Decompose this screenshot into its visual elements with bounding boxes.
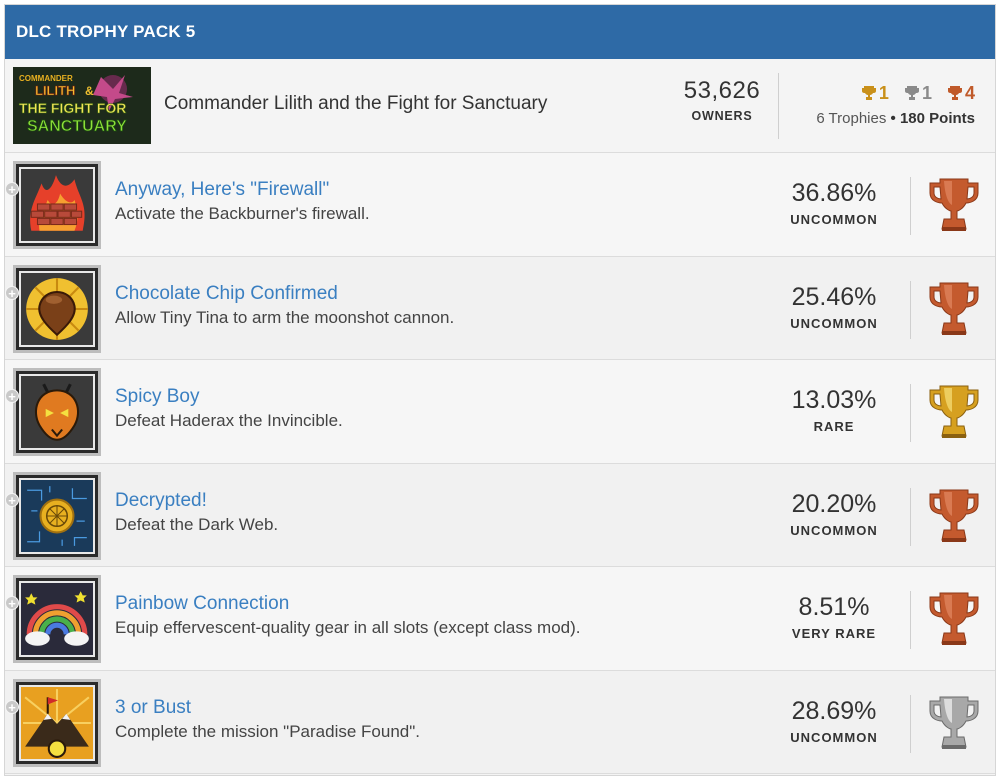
trophy-rarity-label: UNCOMMON xyxy=(790,212,878,227)
trophy-icon-frame[interactable] xyxy=(13,678,101,767)
trophy-rarity: 20.20% UNCOMMON xyxy=(775,490,893,538)
expand-plus-icon[interactable]: + xyxy=(5,182,19,197)
trophy-name[interactable]: Painbow Connection xyxy=(115,593,290,614)
trophy-rarity-label: UNCOMMON xyxy=(790,729,878,745)
dlc-art-line3: & xyxy=(85,84,94,98)
trophy-description: Complete the mission "Paradise Found". xyxy=(115,721,420,741)
dlc-trophy-panel: DLC TROPHY PACK 5 COMMANDER LILITH & THE… xyxy=(4,4,996,776)
gold-count: 1 xyxy=(878,83,889,103)
trophy-icon-frame[interactable] xyxy=(13,161,101,249)
trophy-name[interactable]: Decrypted! xyxy=(115,489,207,511)
trophy-name[interactable]: 3 or Bust xyxy=(115,696,192,718)
mountain-flag-icon xyxy=(21,686,93,759)
divider xyxy=(910,384,911,442)
trophy-name[interactable]: Chocolate Chip Confirmed xyxy=(115,282,338,304)
bronze-trophy-icon xyxy=(929,282,979,335)
section-header: DLC TROPHY PACK 5 xyxy=(5,5,995,59)
dlc-title: Commander Lilith and the Fight for Sanct… xyxy=(164,93,548,114)
trophy-name[interactable]: Anyway, Here's "Firewall" xyxy=(115,179,330,200)
dlc-art-line1: COMMANDER xyxy=(19,74,73,83)
silver-count: 1 xyxy=(921,83,932,103)
trophy-percent: 20.20% xyxy=(791,489,877,518)
gold-trophy-icon xyxy=(929,385,979,438)
dlc-art-line5: SANCTUARY xyxy=(27,118,127,135)
expand-plus-icon[interactable]: + xyxy=(5,596,19,611)
trophy-row[interactable]: + Decrypted! Defeat the Dark Web. 20.20%… xyxy=(5,463,995,567)
silver-trophy-icon xyxy=(929,696,979,749)
trophy-row[interactable]: + Spicy Boy Defeat Haderax the Invincibl… xyxy=(5,360,995,464)
trophy-counts: 1 1 4 6 Trophies • 180 Points xyxy=(785,83,985,127)
expand-plus-icon[interactable]: + xyxy=(5,699,19,714)
divider xyxy=(910,280,911,339)
dark-web-coin-icon xyxy=(21,479,93,552)
bronze-trophy-icon xyxy=(929,489,979,542)
trophy-icon-frame[interactable] xyxy=(13,368,101,456)
dlc-cover-art[interactable]: COMMANDER LILITH & THE FIGHT FOR SANCTUA… xyxy=(13,67,151,144)
dlc-art-line4: THE FIGHT FOR xyxy=(19,100,126,116)
divider xyxy=(910,591,911,649)
trophy-description: Defeat the Dark Web. xyxy=(115,514,279,534)
trophy-rarity: 25.46% UNCOMMON xyxy=(775,283,893,331)
trophy-percent: 13.03% xyxy=(791,386,877,414)
trophy-rarity-label: VERY RARE xyxy=(791,626,877,641)
rainbow-icon xyxy=(21,583,93,655)
trophy-percent: 8.51% xyxy=(798,593,870,621)
gold-trophy-icon xyxy=(861,86,876,100)
bronze-count: 4 xyxy=(964,83,975,103)
trophy-rarity-label: UNCOMMON xyxy=(790,522,878,538)
bronze-trophy-icon xyxy=(929,178,979,231)
trophy-icon-frame[interactable] xyxy=(13,471,101,560)
expand-plus-icon[interactable]: + xyxy=(5,285,19,300)
bronze-trophy-icon xyxy=(929,592,979,645)
trophy-description: Defeat Haderax the Invincible. xyxy=(115,411,343,430)
divider xyxy=(910,177,911,235)
trophy-row[interactable]: + Anyway, Here's "Firewall" Activate the… xyxy=(5,153,995,257)
expand-plus-icon[interactable]: + xyxy=(5,492,19,507)
silver-trophy-icon xyxy=(904,86,919,100)
trophy-rarity: 13.03% RARE xyxy=(775,386,893,434)
trophy-row[interactable]: + Painbow Connection Equip effervescent-… xyxy=(5,567,995,671)
divider xyxy=(778,73,779,139)
expand-plus-icon[interactable]: + xyxy=(5,389,19,404)
trophy-rarity: 8.51% VERY RARE xyxy=(775,593,893,641)
trophy-description: Equip effervescent-quality gear in all s… xyxy=(115,618,581,637)
trophy-percent: 36.86% xyxy=(791,179,877,207)
firewall-icon xyxy=(21,169,93,241)
trophy-rarity-label: RARE xyxy=(813,419,855,434)
trophy-description: Activate the Backburner's firewall. xyxy=(115,204,370,223)
owners-count: 53,626 xyxy=(683,77,761,104)
trophy-name[interactable]: Spicy Boy xyxy=(115,386,200,407)
trophy-icon-frame[interactable] xyxy=(13,264,101,353)
trophy-icon-frame[interactable] xyxy=(13,575,101,663)
divider xyxy=(910,487,911,546)
ant-head-icon xyxy=(21,376,93,448)
trophy-rarity-label: UNCOMMON xyxy=(790,315,878,331)
dlc-summary: COMMANDER LILITH & THE FIGHT FOR SANCTUA… xyxy=(5,59,995,153)
trophy-rarity: 28.69% UNCOMMON xyxy=(775,697,893,745)
chocolate-chip-icon xyxy=(21,272,93,345)
trophy-description: Allow Tiny Tina to arm the moonshot cann… xyxy=(115,307,455,327)
trophy-list: + Anyway, Here's "Firewall" Activate the… xyxy=(5,153,995,774)
trophy-rarity: 36.86% UNCOMMON xyxy=(775,179,893,227)
trophies-total: 6 Trophies xyxy=(816,110,887,127)
points-total: 180 Points xyxy=(899,110,975,127)
bronze-trophy-icon xyxy=(947,86,962,100)
owners-stat: 53,626 OWNERS xyxy=(677,77,767,123)
trophy-row[interactable]: + 3 or Bust Complete the mission "Paradi… xyxy=(5,670,995,774)
trophy-percent: 28.69% xyxy=(791,696,877,725)
owners-label: OWNERS xyxy=(691,109,753,123)
trophy-row[interactable]: + Chocolate Chip Confirmed Allow Tiny Ti… xyxy=(5,256,995,360)
dlc-art-line2: LILITH xyxy=(35,83,75,98)
bullet-separator: • xyxy=(890,110,896,127)
trophy-percent: 25.46% xyxy=(791,282,877,311)
divider xyxy=(910,694,911,753)
